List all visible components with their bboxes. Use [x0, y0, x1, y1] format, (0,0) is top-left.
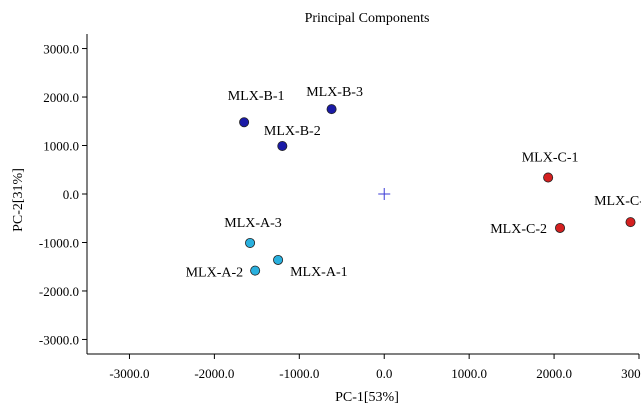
- y-axis-title: PC-2[31%]: [11, 168, 26, 232]
- x-tick-label: -1000.0: [279, 366, 319, 381]
- point-label: MLX-B-1: [228, 89, 285, 104]
- y-tick-label: 2000.0: [43, 90, 79, 105]
- scatter-point: [239, 117, 250, 128]
- scatter-point: [543, 172, 554, 183]
- chart-title: Principal Components: [305, 11, 430, 26]
- scatter-point: [273, 254, 284, 265]
- x-axis-title: PC-1[53%]: [335, 390, 399, 405]
- y-tick-label: 3000.0: [43, 42, 79, 57]
- x-tick-label: 3000.0: [621, 366, 641, 381]
- x-tick-label: 0.0: [376, 366, 392, 381]
- y-tick-label: -3000.0: [39, 332, 79, 347]
- scatter-point: [326, 104, 337, 115]
- x-tick-label: 2000.0: [536, 366, 572, 381]
- scatter-point: [245, 237, 256, 248]
- y-tick-label: -2000.0: [39, 284, 79, 299]
- point-label: MLX-C-2: [490, 222, 547, 237]
- point-label: MLX-C-3: [594, 194, 641, 209]
- point-label: MLX-A-3: [224, 216, 282, 231]
- scatter-point: [277, 140, 288, 151]
- scatter-point: [625, 217, 636, 228]
- x-tick-label: -3000.0: [109, 366, 149, 381]
- point-label: MLX-A-1: [290, 265, 348, 280]
- y-tick-label: -1000.0: [39, 235, 79, 250]
- y-tick-label: 1000.0: [43, 139, 79, 154]
- point-label: MLX-A-2: [186, 266, 244, 281]
- scatter-point: [555, 222, 566, 233]
- x-tick-label: -2000.0: [194, 366, 234, 381]
- point-label: MLX-C-1: [522, 151, 579, 166]
- point-label: MLX-B-3: [306, 85, 363, 100]
- x-tick-label: 1000.0: [451, 366, 487, 381]
- scatter-point: [250, 265, 261, 276]
- y-tick-label: 0.0: [63, 187, 79, 202]
- point-label: MLX-B-2: [264, 124, 321, 139]
